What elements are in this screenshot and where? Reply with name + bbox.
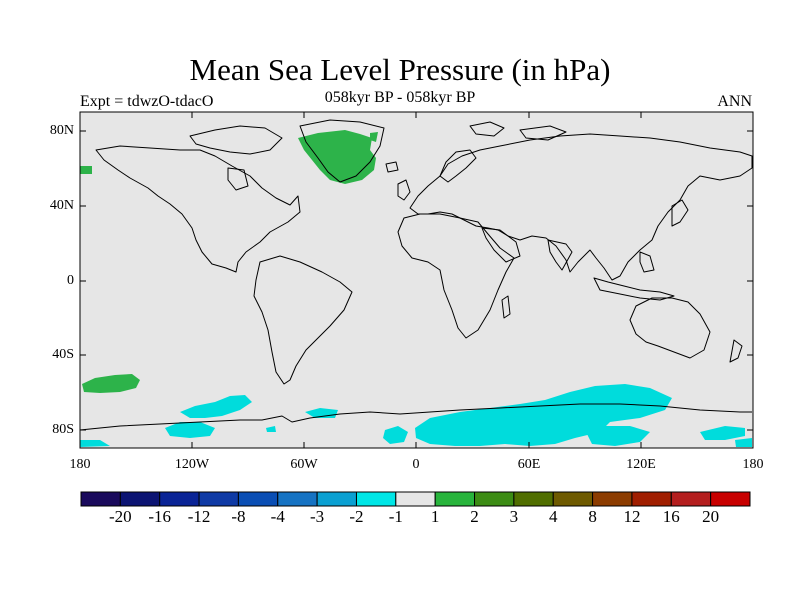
philippines-outline	[639, 251, 655, 273]
colorbar-box	[552, 491, 594, 507]
colorbar-box	[395, 491, 436, 507]
colorbar-tick-label: -4	[270, 507, 285, 526]
colorbar-box	[80, 491, 121, 507]
east-antarctic-negative-region	[700, 426, 745, 440]
iceland-outline	[385, 161, 399, 173]
colorbar-box	[237, 491, 279, 507]
lat-label-40n: 40N	[49, 198, 74, 213]
australia-outline	[629, 297, 711, 359]
west-edge-negative-region	[80, 440, 110, 447]
experiment-label: Expt = tdwzO-tdacO	[80, 93, 214, 110]
small-negative-region	[266, 426, 276, 432]
coastlines	[79, 119, 753, 431]
british-isles-outline	[397, 179, 411, 201]
lat-label-40s: 40S	[52, 347, 74, 362]
lon-label-180e: 180	[742, 457, 764, 472]
map-ticks	[80, 112, 753, 448]
africa-outline	[397, 213, 515, 339]
colorbar-box	[159, 491, 200, 507]
indian-sector-negative-region	[585, 426, 650, 446]
north-pacific-edge-positive-region	[80, 166, 92, 174]
colorbar-tick-label: 20	[702, 507, 720, 526]
colorbar-box	[474, 491, 515, 507]
lon-label-60w: 60W	[290, 457, 318, 472]
eurasia-outline	[409, 133, 753, 281]
colorbar-tick-label: -2	[349, 507, 364, 526]
colorbar-tick-label: 12	[623, 507, 641, 526]
antarctica-outline	[79, 403, 752, 431]
east-edge-negative-region	[735, 438, 752, 447]
colorbar	[80, 491, 751, 507]
hudson-bay-outline	[227, 167, 249, 191]
colorbar-box	[434, 491, 476, 507]
colorbar-box	[277, 491, 318, 507]
antarctic-pacific-negative-region	[180, 395, 252, 418]
ross-sea-negative-region	[165, 422, 215, 438]
atlantic-sector-negative-region	[383, 426, 408, 444]
madagascar-outline	[501, 295, 511, 319]
india-outline	[547, 239, 573, 271]
colorbar-box	[710, 491, 751, 507]
colorbar-tick-label: 1	[430, 507, 440, 526]
lon-label-120e: 120E	[626, 457, 656, 472]
colorbar-tick-label: 4	[548, 507, 558, 526]
map-subtitle: 058kyr BP - 058kyr BP	[324, 89, 476, 106]
colorbar-box	[513, 491, 554, 507]
colorbar-box	[355, 491, 397, 507]
colorbar-box	[119, 491, 161, 507]
lat-label-0: 0	[67, 273, 74, 288]
indonesia-outline	[593, 277, 675, 301]
colorbar-tick-label: -20	[109, 507, 132, 526]
colorbar-box	[670, 491, 712, 507]
colorbar-tick-label: -1	[388, 507, 403, 526]
colorbar-box	[592, 491, 633, 507]
colorbar-tick-label: 3	[509, 507, 519, 526]
negative-anomaly-regions	[80, 384, 752, 447]
arctic-russia-islands-outline	[519, 125, 567, 141]
arabia-outline	[481, 227, 521, 263]
southern-ocean-negative-region	[415, 384, 672, 446]
season-label: ANN	[717, 93, 752, 110]
scandinavia-outline	[439, 149, 477, 183]
lon-label-0: 0	[412, 457, 420, 472]
colorbar-tick-label: -3	[310, 507, 325, 526]
colorbar-tick-label: 8	[588, 507, 597, 526]
svalbard-outline	[469, 121, 505, 137]
arctic-archipelago-outline	[189, 125, 283, 155]
colorbar-tick-label: 16	[662, 507, 680, 526]
colorbar-box	[316, 491, 357, 507]
colorbar-tick-label: 2	[470, 507, 479, 526]
lat-label-80n: 80N	[49, 123, 74, 138]
south-america-outline	[253, 255, 353, 385]
colorbar-tick-label: -8	[231, 507, 246, 526]
lon-label-180w: 180	[69, 457, 91, 472]
positive-anomaly-regions	[80, 130, 378, 393]
greenland-east-positive-region	[370, 132, 378, 142]
north-america-outline	[95, 145, 301, 273]
lat-label-80s: 80S	[52, 422, 74, 437]
colorbar-tick-label: -12	[187, 507, 211, 526]
south-pacific-positive-region	[82, 374, 140, 393]
lon-label-120w: 120W	[174, 457, 210, 472]
colorbar-box	[198, 491, 239, 507]
greenland-outline	[299, 119, 385, 183]
greenland-positive-region	[298, 130, 376, 184]
lon-label-60e: 60E	[517, 457, 541, 472]
colorbar-tick-label: -16	[148, 507, 172, 526]
new-zealand-outline	[729, 339, 743, 363]
japan-outline	[671, 199, 689, 227]
colorbar-box	[631, 491, 672, 507]
map-title: Mean Sea Level Pressure (in hPa)	[189, 52, 611, 87]
